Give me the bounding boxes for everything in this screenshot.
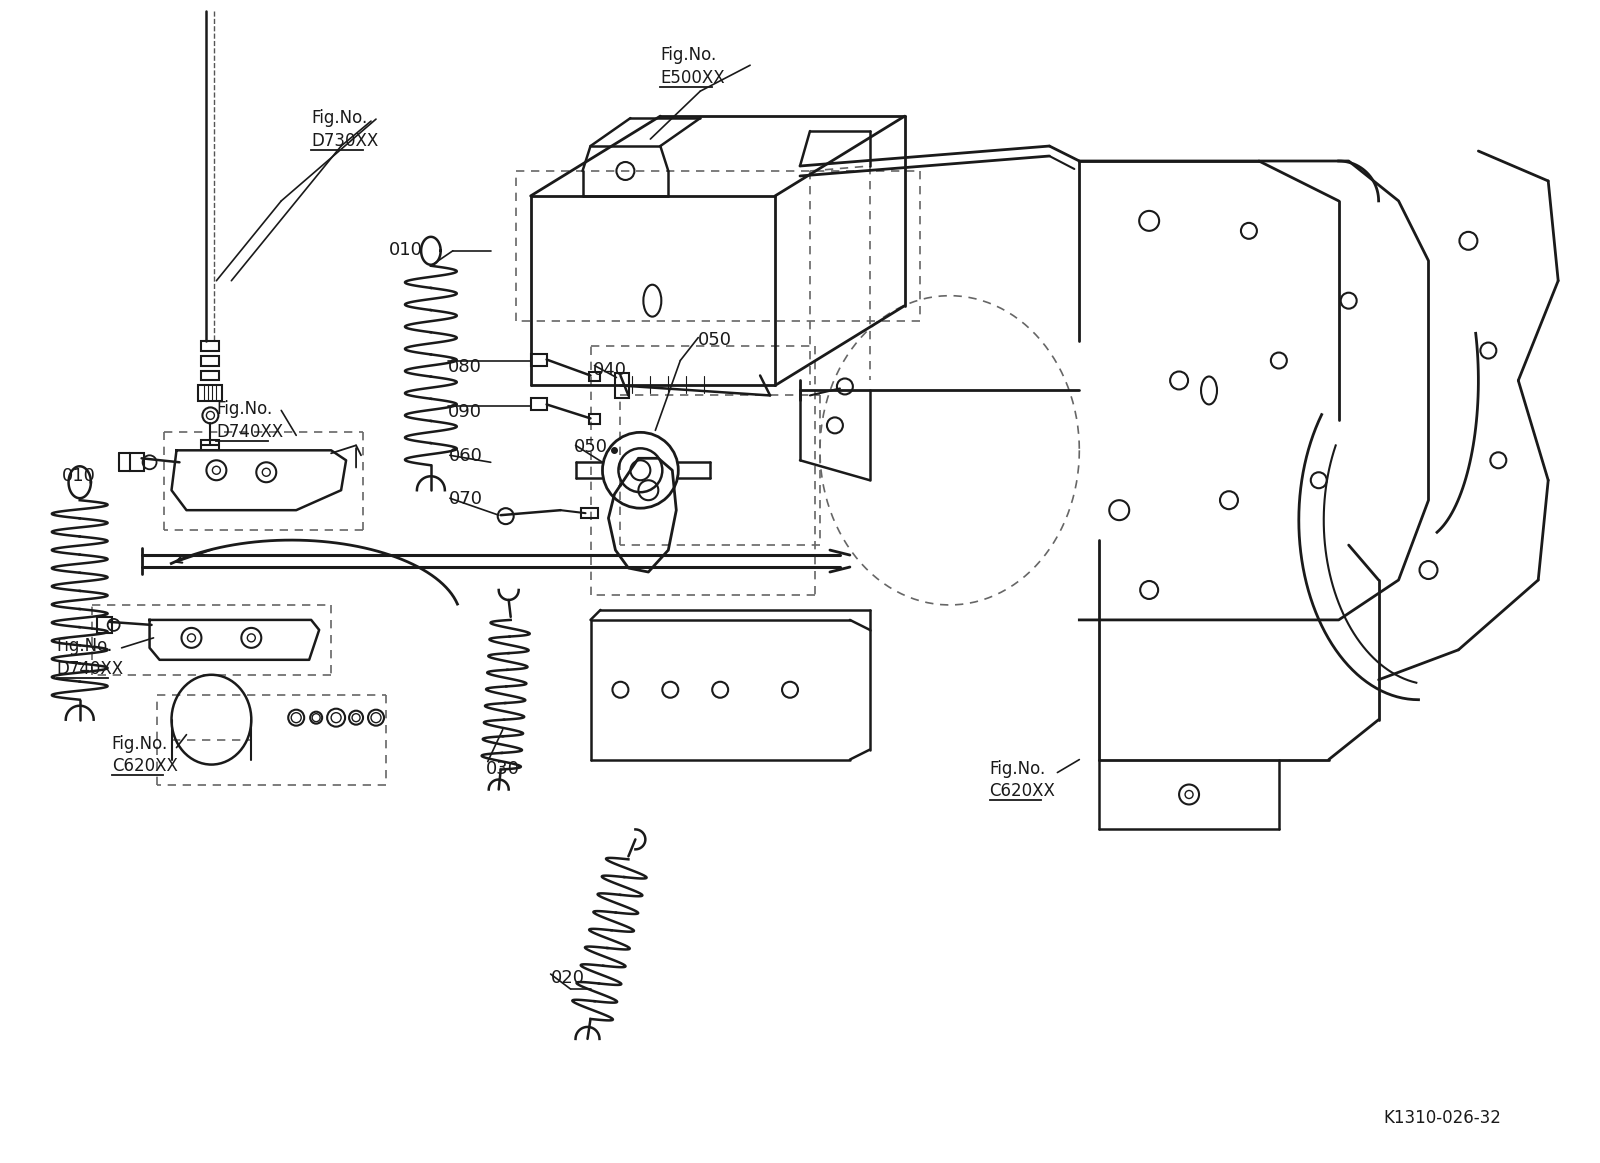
Text: D740XX: D740XX xyxy=(56,659,123,678)
Text: 060: 060 xyxy=(450,448,483,465)
Bar xyxy=(202,341,219,350)
Text: C620XX: C620XX xyxy=(112,757,178,776)
Bar xyxy=(616,372,629,399)
Text: 050: 050 xyxy=(698,330,733,349)
Bar xyxy=(130,454,144,471)
Bar xyxy=(202,371,219,380)
Text: 040: 040 xyxy=(592,361,627,378)
Text: Fig.No.: Fig.No. xyxy=(216,400,272,419)
Text: Fig.No.: Fig.No. xyxy=(56,637,114,655)
Text: 010: 010 xyxy=(62,468,96,485)
Bar xyxy=(589,414,600,424)
Bar xyxy=(96,616,112,633)
Text: 030: 030 xyxy=(486,759,520,778)
Text: Fig.No.: Fig.No. xyxy=(989,759,1046,778)
Bar xyxy=(198,385,222,401)
Bar xyxy=(202,356,219,365)
Text: K1310-026-32: K1310-026-32 xyxy=(1384,1108,1501,1127)
Bar xyxy=(202,441,219,450)
Text: 070: 070 xyxy=(450,491,483,508)
Text: 090: 090 xyxy=(448,404,482,421)
Text: C620XX: C620XX xyxy=(989,783,1056,800)
Text: Fig.No.: Fig.No. xyxy=(661,47,717,64)
Text: Fig.No.: Fig.No. xyxy=(112,735,168,752)
Bar xyxy=(531,399,547,411)
Bar xyxy=(581,508,598,519)
Text: 050: 050 xyxy=(573,438,608,456)
Text: E500XX: E500XX xyxy=(661,69,725,87)
Text: 080: 080 xyxy=(448,357,482,376)
Text: D740XX: D740XX xyxy=(216,423,283,441)
Text: 020: 020 xyxy=(550,969,584,987)
Bar xyxy=(531,354,547,365)
Text: 010: 010 xyxy=(389,241,422,259)
Bar xyxy=(589,371,600,381)
Text: Fig.No.: Fig.No. xyxy=(310,109,368,127)
Text: D730XX: D730XX xyxy=(310,131,379,150)
